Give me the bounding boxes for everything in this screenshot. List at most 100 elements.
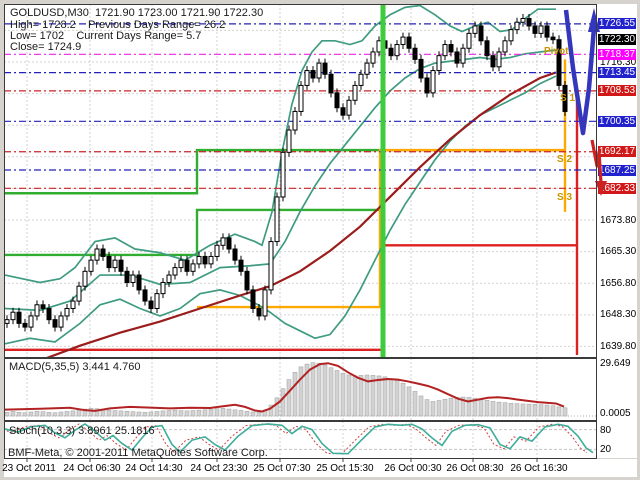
time-label: 26 Oct 00:30	[384, 463, 442, 474]
macd-hist-bar	[412, 391, 418, 417]
macd-hist-bar	[544, 404, 550, 417]
candle-body	[328, 73, 334, 94]
candle-body	[34, 304, 40, 317]
macd-hist-bar	[88, 408, 94, 417]
macd-hist-bar	[202, 409, 208, 417]
candle-body	[220, 237, 226, 246]
macd-hist-bar	[82, 408, 88, 417]
macd-hist-bar	[10, 411, 16, 417]
candle-body	[418, 58, 424, 79]
macd-hist-bar	[208, 409, 214, 417]
candle-body	[196, 255, 202, 265]
macd-hist-bar	[508, 402, 514, 417]
macd-hist-bar	[46, 412, 52, 417]
candle-body	[106, 255, 112, 269]
candle-body	[214, 244, 220, 257]
step-line	[197, 148, 565, 309]
candle-body	[16, 311, 22, 324]
macd-hist-bar	[322, 364, 328, 417]
blue-arrow	[563, 9, 597, 136]
macd-hist-bar	[358, 375, 364, 417]
candle-body	[70, 300, 76, 310]
candle-body	[82, 270, 88, 287]
stoch-scale-20: 20	[600, 444, 612, 456]
step-line	[5, 208, 383, 257]
macd-hist-bar	[484, 400, 490, 417]
macd-hist-bar	[448, 397, 454, 417]
level-annotation: S 2	[557, 154, 573, 165]
stoch-scale-80: 80	[600, 424, 612, 436]
macd-hist-bar	[424, 399, 430, 417]
macd-hist-bar	[124, 410, 130, 417]
macd-hist-bar	[502, 402, 508, 417]
blue-arrow-head	[588, 8, 600, 32]
candle-body	[526, 17, 532, 27]
low-range-line: Low= 1702 Current Days Range= 5.7	[10, 30, 202, 42]
macd-hist-bar	[22, 412, 28, 417]
macd-hist-bar	[514, 403, 520, 417]
candle-body	[442, 44, 448, 57]
time-label: 25 Oct 07:30	[253, 463, 311, 474]
candle-body	[556, 39, 562, 86]
macd-hist-bar	[214, 408, 220, 417]
candle-body	[22, 322, 28, 328]
macd-hist-bar	[316, 362, 322, 417]
candle-body	[94, 248, 100, 261]
macd-hist-bar	[496, 401, 502, 417]
candle-body	[400, 36, 406, 46]
candle-body	[64, 308, 70, 317]
price-scale[interactable]	[597, 4, 637, 458]
candle-body	[352, 84, 358, 101]
candle-body	[358, 73, 364, 86]
macd-hist-bar	[4, 412, 10, 417]
main-plot-group	[4, 4, 596, 357]
macd-hist-bar	[34, 410, 40, 417]
macd-hist-bar	[220, 408, 226, 417]
candle-body	[364, 62, 370, 75]
candle-body	[478, 25, 484, 42]
macd-hist-bar	[130, 411, 136, 417]
candle-body	[550, 36, 556, 41]
price-tag: 1726.55	[598, 18, 636, 30]
macd-hist-bar	[538, 404, 544, 417]
macd-hist-bar	[394, 380, 400, 417]
macd-hist-bar	[478, 398, 484, 417]
candle-body	[142, 289, 148, 302]
candle-body	[28, 315, 34, 328]
band-line-upper	[4, 4, 556, 284]
candle-body	[472, 25, 478, 34]
macd-hist-bar	[400, 382, 406, 417]
macd-hist-bar	[286, 379, 292, 417]
window-border	[4, 4, 597, 358]
macd-plot-group	[4, 358, 596, 420]
macd-hist-bar	[70, 410, 76, 417]
macd-hist-bar	[334, 370, 340, 417]
candle-body	[112, 259, 118, 269]
candle-body	[280, 151, 286, 198]
candle-body	[76, 285, 82, 302]
candle-body	[304, 70, 310, 86]
price-tick-label: 1648.30	[600, 309, 637, 321]
macd-hist-bar	[466, 397, 472, 417]
candle-body	[544, 25, 550, 38]
price-tick-label: 1656.80	[600, 277, 637, 289]
macd-hist-bar	[244, 410, 250, 417]
macd-hist-bar	[40, 411, 46, 417]
candle-body	[202, 255, 208, 265]
time-axis[interactable]	[4, 459, 637, 477]
macd-hist-bar	[520, 403, 526, 417]
macd-label: MACD(5,35,5) 3.441 4.760	[9, 361, 141, 373]
price-tag: 1718.37	[598, 48, 636, 60]
macd-hist-bar	[160, 410, 166, 417]
macd-hist-bar	[328, 367, 334, 417]
candle-body	[406, 36, 412, 49]
time-label: 24 Oct 23:30	[190, 463, 248, 474]
candle-body	[52, 319, 58, 328]
window-border	[4, 421, 597, 459]
macd-hist-bar	[298, 366, 304, 417]
red-arrow	[590, 139, 603, 184]
candle-body	[166, 274, 172, 283]
macd-hist-bar	[472, 397, 478, 417]
macd-hist-bar	[352, 375, 358, 417]
macd-hist-bar	[562, 407, 568, 417]
